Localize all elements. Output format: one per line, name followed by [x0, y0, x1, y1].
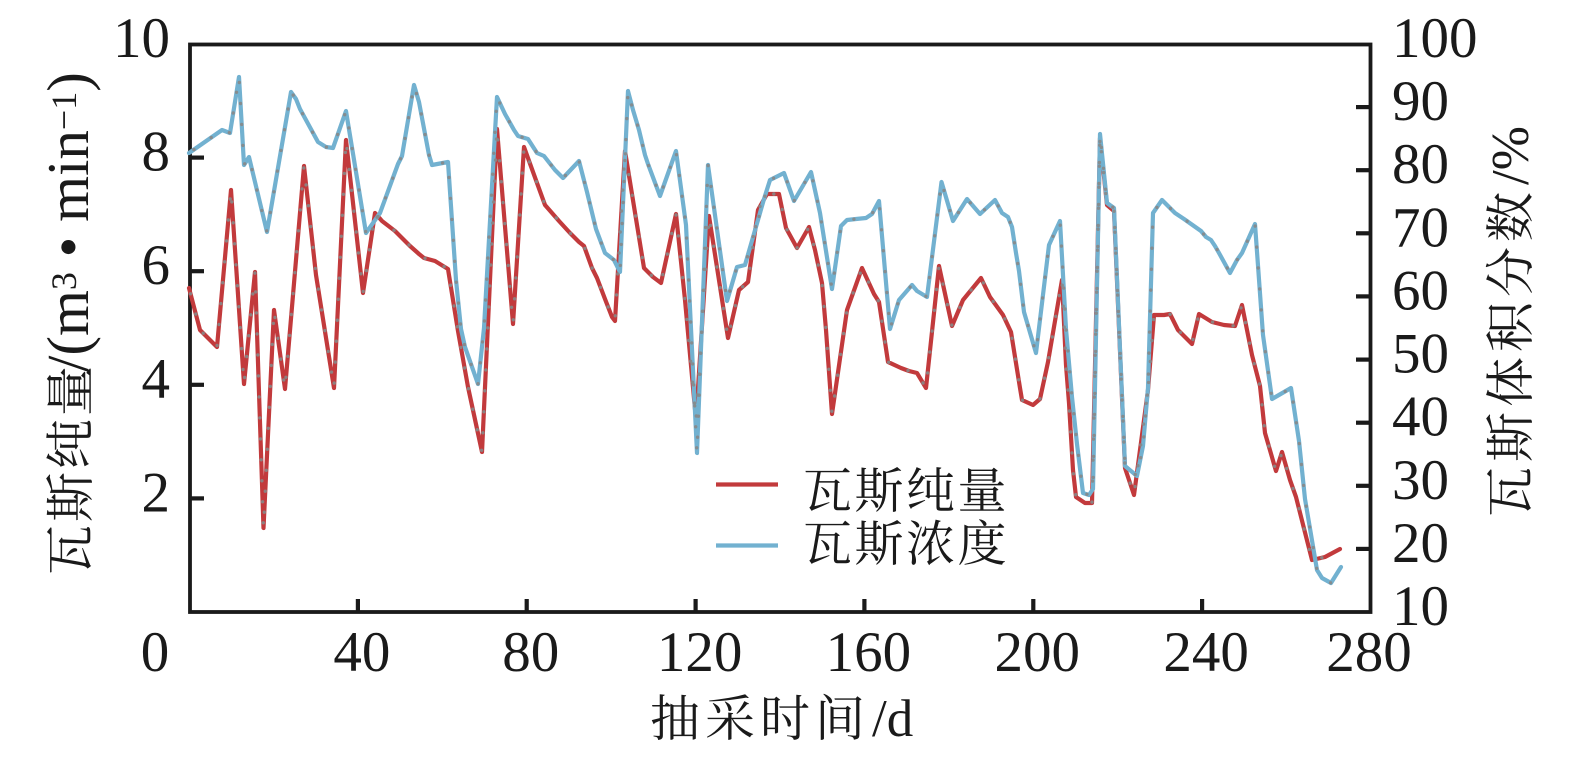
svg-text:40: 40: [1392, 386, 1449, 449]
svg-text:200: 200: [995, 621, 1081, 684]
svg-text:120: 120: [657, 621, 743, 684]
svg-text:70: 70: [1392, 196, 1449, 259]
svg-text:80: 80: [502, 621, 559, 684]
svg-text:100: 100: [1392, 7, 1478, 70]
svg-text:/d: /d: [872, 690, 913, 748]
svg-text:20: 20: [1392, 512, 1449, 575]
svg-text:6: 6: [142, 234, 171, 297]
svg-text:8: 8: [142, 121, 171, 184]
svg-text:10: 10: [113, 7, 170, 70]
svg-text:280: 280: [1326, 621, 1412, 684]
svg-text:60: 60: [1392, 259, 1449, 322]
svg-text:160: 160: [826, 621, 912, 684]
svg-text:0: 0: [141, 621, 170, 684]
svg-text:80: 80: [1392, 133, 1449, 196]
svg-text:30: 30: [1392, 449, 1449, 512]
svg-text:4: 4: [142, 348, 171, 411]
svg-text:2: 2: [142, 461, 171, 524]
svg-text:240: 240: [1163, 621, 1249, 684]
svg-text:/%: /%: [1482, 126, 1540, 185]
svg-text:50: 50: [1392, 323, 1449, 386]
svg-text:40: 40: [333, 621, 390, 684]
svg-text:90: 90: [1392, 70, 1449, 133]
svg-text:10: 10: [1392, 575, 1449, 638]
